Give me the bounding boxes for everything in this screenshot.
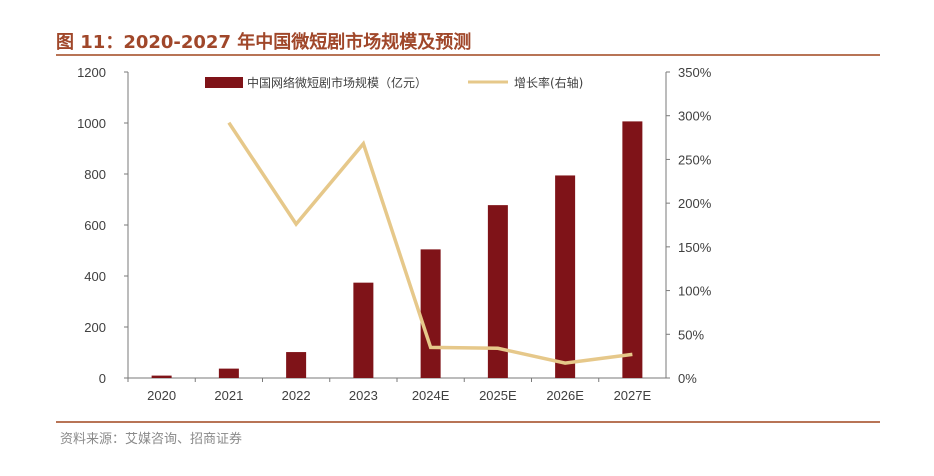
- bar: [151, 375, 172, 378]
- right-tick-label: 200%: [678, 196, 712, 211]
- bar-series: [151, 121, 643, 379]
- legend-bar-label: 中国网络微短剧市场规模（亿元）: [247, 75, 427, 90]
- bar: [487, 205, 508, 378]
- left-tick-label: 400: [84, 269, 106, 284]
- right-tick-label: 350%: [678, 65, 712, 80]
- growth-line: [227, 121, 633, 365]
- x-tick-label: 2025E: [479, 388, 517, 403]
- right-tick-label: 150%: [678, 240, 712, 255]
- legend-line-label: 增长率(右轴): [514, 75, 583, 90]
- left-tick-label: 600: [84, 218, 106, 233]
- left-tick-label: 1000: [77, 116, 106, 131]
- bar: [555, 175, 576, 378]
- x-tick-label: 2021: [214, 388, 243, 403]
- x-tick-label: 2022: [282, 388, 311, 403]
- x-tick-label: 2023: [349, 388, 378, 403]
- chart-title: 图 11：2020-2027 年中国微短剧市场规模及预测: [56, 32, 472, 53]
- left-tick-label: 0: [99, 371, 106, 386]
- bar: [420, 249, 441, 378]
- chart-axes: 0 200 400 600 800 1000 1200 0% 50% 100% 150% 200% 25…: [77, 65, 712, 403]
- x-tick-label: 2024E: [412, 388, 450, 403]
- legend-bar-swatch: [205, 77, 243, 88]
- x-tick-label: 2027E: [614, 388, 652, 403]
- bar: [286, 352, 307, 378]
- right-tick-label: 300%: [678, 109, 712, 124]
- right-tick-label: 100%: [678, 284, 712, 299]
- x-tick-label: 2020: [147, 388, 176, 403]
- bar: [622, 121, 643, 379]
- left-tick-label: 200: [84, 320, 106, 335]
- right-tick-label: 50%: [678, 327, 704, 342]
- legend: 中国网络微短剧市场规模（亿元） 增长率(右轴): [205, 75, 583, 90]
- bar: [353, 282, 374, 378]
- right-tick-label: 250%: [678, 152, 712, 167]
- title-rule: [56, 54, 880, 56]
- x-tick-label: 2026E: [546, 388, 584, 403]
- source-note: 资料来源：艾媒咨询、招商证券: [60, 432, 243, 447]
- bar: [218, 368, 239, 378]
- footer-rule: [56, 421, 880, 423]
- right-tick-label: 0%: [678, 371, 697, 386]
- line-series: [227, 121, 633, 365]
- left-tick-label: 1200: [77, 65, 106, 80]
- left-tick-label: 800: [84, 167, 106, 182]
